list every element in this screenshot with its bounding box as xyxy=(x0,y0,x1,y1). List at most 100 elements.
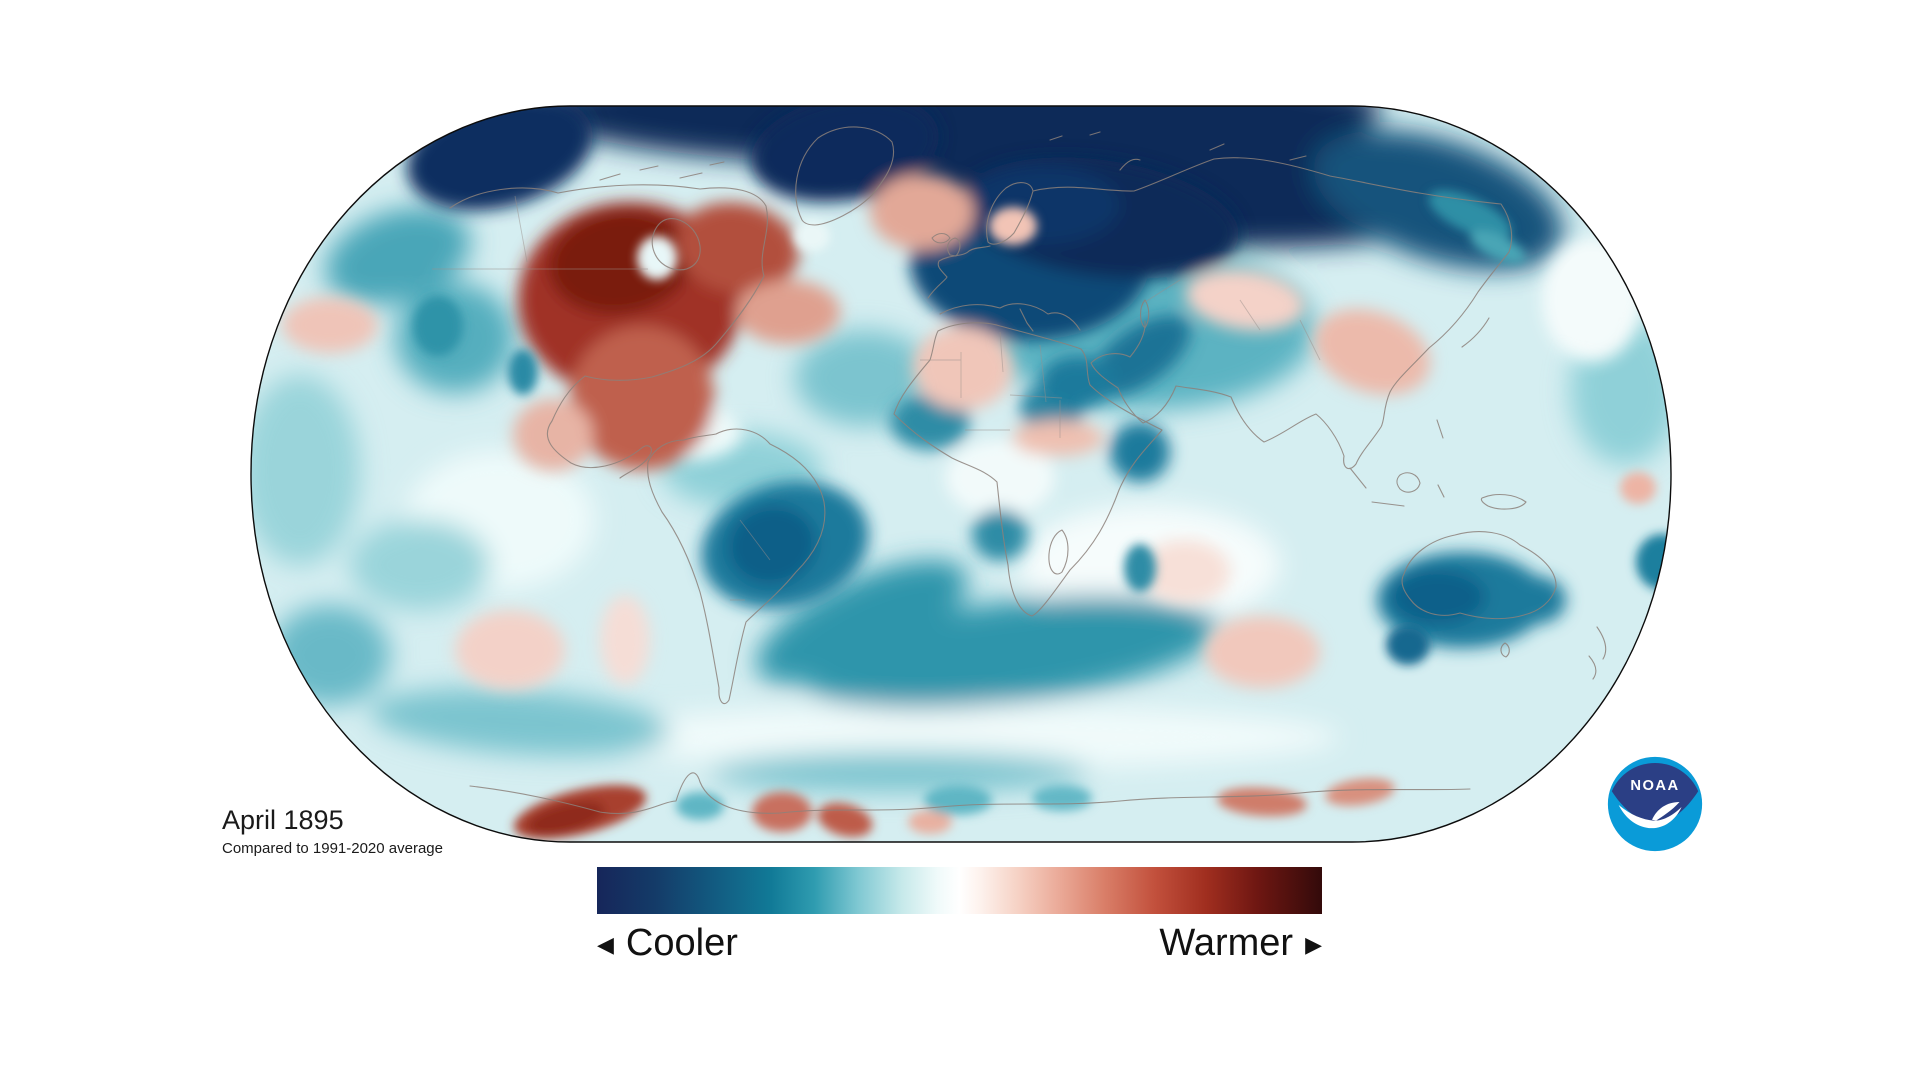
anomaly-region-okhotsk-teal xyxy=(1470,230,1526,264)
borders-asia xyxy=(1144,279,1321,361)
anomaly-region-south-left-teal xyxy=(270,605,390,705)
coast-borneo xyxy=(1396,472,1421,493)
anomaly-region-argentina-pink xyxy=(600,595,650,685)
anomaly-region-antarctic-pink-1 xyxy=(908,810,952,834)
anomaly-region-sahara-pink xyxy=(913,326,1013,410)
anomaly-region-central-africa-white xyxy=(945,440,1055,516)
map-clipped-content xyxy=(251,106,1671,842)
anomaly-region-southern-ocean-white-band xyxy=(580,705,1340,769)
coast-japan xyxy=(1461,317,1490,348)
anomaly-layer-fine xyxy=(413,190,1671,839)
anomaly-region-australia-teal-core xyxy=(1390,569,1486,625)
anomaly-layer-broad xyxy=(251,106,1671,792)
warmer-label-group: Warmer ▶ xyxy=(1159,922,1322,965)
coast-new-guinea xyxy=(1480,493,1527,510)
coast-philippines xyxy=(1436,419,1444,439)
coast-arctic-islands xyxy=(599,131,1307,181)
map-subtitle: Compared to 1991-2020 average xyxy=(222,839,443,857)
anomaly-region-greenland-east-pink xyxy=(870,174,974,250)
cooler-label: Cooler xyxy=(625,922,738,964)
anomaly-region-australia-sw-teal xyxy=(1386,625,1430,665)
anomaly-region-plains-red xyxy=(570,326,714,470)
coast-europe-west xyxy=(927,245,991,299)
borders-africa xyxy=(920,331,1063,438)
anomaly-region-epacific-pink-dot xyxy=(1620,472,1656,504)
anomaly-region-canada-red-core xyxy=(548,209,692,315)
anomaly-region-antarctic-teal-3 xyxy=(1032,785,1092,811)
coast-africa xyxy=(893,322,1163,617)
anomaly-region-angola-teal xyxy=(972,509,1028,561)
anomaly-region-sweden-pink xyxy=(989,207,1037,245)
noaa-logo-gull-wing xyxy=(1652,802,1680,821)
warmer-arrow-icon: ▶ xyxy=(1305,932,1322,958)
anomaly-region-quebec-pink xyxy=(736,280,840,344)
anomaly-region-horn-teal xyxy=(1110,422,1170,482)
noaa-logo-kite xyxy=(1611,762,1699,827)
anomaly-region-natlantic-white-gap xyxy=(794,220,830,252)
anomaly-region-australia-east-teal xyxy=(1506,576,1566,624)
border-alaska xyxy=(514,195,528,263)
anomaly-region-left-edge-tropic-teal xyxy=(251,375,360,565)
anomaly-region-brazil-teal-core xyxy=(727,504,817,586)
anomaly-region-s-indian-pink xyxy=(1204,616,1320,688)
coast-tasmania xyxy=(1500,642,1510,658)
coast-italy xyxy=(1019,308,1034,332)
anomaly-region-antarctic-red-4 xyxy=(1217,787,1307,817)
noaa-logo-gull xyxy=(1618,804,1682,829)
anomaly-region-sahel-pink xyxy=(1012,420,1104,456)
cooler-label-group: ◀ Cooler xyxy=(597,922,738,965)
coast-new-zealand xyxy=(1588,626,1607,680)
warmer-label: Warmer xyxy=(1159,922,1294,964)
coast-sulawesi xyxy=(1437,484,1445,498)
coast-java xyxy=(1371,501,1405,507)
anomaly-colorbar xyxy=(597,867,1322,914)
coast-greenland xyxy=(795,126,894,226)
anomaly-region-atlantic-teal xyxy=(795,330,935,426)
anomaly-region-china-pink xyxy=(1313,309,1431,395)
anomaly-region-north-pacific-teal xyxy=(325,207,471,305)
anomaly-region-madagascar-teal xyxy=(1124,544,1156,592)
anomaly-region-left-edge-pink xyxy=(282,297,378,353)
anomaly-region-antarctic-red-2 xyxy=(752,792,812,832)
anomaly-region-kazakh-pink xyxy=(1185,269,1305,331)
anomaly-region-antarctic-red-3 xyxy=(817,802,873,838)
borders-south-america xyxy=(730,519,771,601)
coast-sumatra xyxy=(1349,467,1367,489)
coastlines xyxy=(449,126,1607,815)
coast-antarctica xyxy=(469,772,1471,815)
anomaly-region-ne-pacific-edge-white xyxy=(1542,238,1642,362)
anomaly-region-antarctic-red-5 xyxy=(1325,778,1395,806)
map-title: April 1895 xyxy=(222,805,344,835)
anomaly-region-mexico-pink xyxy=(513,399,593,471)
anomaly-region-antarctic-teal-1 xyxy=(676,792,724,820)
anomaly-region-antarctic-teal-2 xyxy=(924,785,992,815)
coast-north-america xyxy=(449,184,768,479)
anomaly-region-chad-teal xyxy=(1040,356,1116,408)
coast-mediterranean xyxy=(939,303,1081,331)
anomaly-region-antarctic-shelf-teal xyxy=(710,752,1090,792)
coast-iceland xyxy=(931,232,951,244)
noaa-logo: NOAA xyxy=(1607,756,1703,852)
cooler-arrow-icon: ◀ xyxy=(597,932,614,958)
noaa-logo-text: NOAA xyxy=(1630,778,1679,794)
country-borders xyxy=(432,195,1321,601)
coast-hudson-bay xyxy=(651,218,701,271)
anomaly-region-kamchatka-teal xyxy=(1428,190,1512,240)
anomaly-region-scandinavia-navy xyxy=(960,165,1120,245)
coast-madagascar xyxy=(1048,529,1069,575)
caption-block: April 1895 Compared to 1991-2020 average xyxy=(222,805,443,858)
anomaly-region-satlantic-teal-link xyxy=(756,560,968,684)
anomaly-layer-medium xyxy=(282,106,1642,690)
anomaly-region-antarctic-red-1b xyxy=(527,801,605,835)
coast-asia xyxy=(1032,157,1513,470)
anomaly-region-sw-pacific-teal xyxy=(350,520,490,610)
colorbar-labels: ◀ Cooler Warmer ▶ xyxy=(597,922,1322,965)
coast-caspian xyxy=(1139,299,1150,329)
anomaly-region-se-pacific-pink xyxy=(455,610,565,690)
anomaly-region-baja-teal xyxy=(508,349,538,395)
coast-south-america xyxy=(647,428,826,705)
coast-australia xyxy=(1401,531,1557,620)
anomaly-region-california-teal xyxy=(413,296,463,356)
